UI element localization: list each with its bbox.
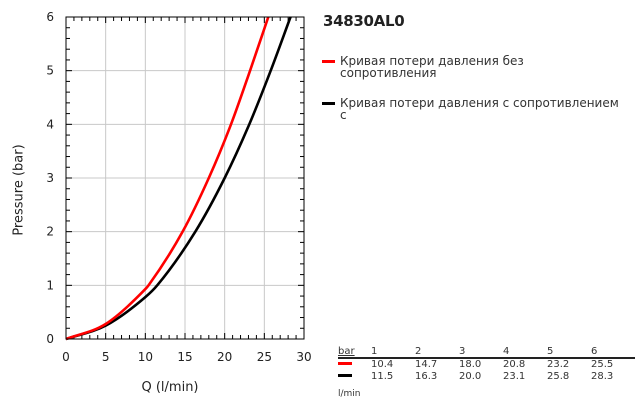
table-cell: 25.8 (547, 371, 570, 382)
table-row: 10.4 14.7 18.0 20.8 23.2 25.5 (338, 358, 635, 371)
y-tick-label: 6 (46, 10, 54, 24)
legend-label-with-resistance: Кривая потери давления с сопротивлением … (340, 96, 619, 122)
legend-item-with-resistance: Кривая потери давления с сопротивлением … (322, 97, 622, 121)
chart-ticks: 0 5 10 15 20 25 30 0 1 2 3 4 5 6 (46, 10, 311, 364)
table-cell: 16.3 (415, 371, 438, 382)
table-cell: 20.8 (503, 359, 526, 370)
x-tick-label: 30 (296, 350, 311, 364)
series-line-no-resistance (65, 16, 270, 341)
y-tick-label: 0 (46, 332, 54, 346)
y-tick-label: 2 (46, 225, 54, 239)
table-row: 11.5 16.3 20.0 23.1 25.8 28.3 (338, 371, 635, 383)
table-cell: 28.3 (591, 371, 614, 382)
table-cell: 20.0 (459, 371, 482, 382)
chart-series (65, 16, 292, 341)
legend-swatch-red (322, 60, 335, 63)
table-col-header: 2 (415, 346, 459, 359)
table-col-header: 5 (547, 346, 591, 359)
legend: Кривая потери давления без сопротивления… (322, 55, 622, 139)
y-tick-label: 3 (46, 171, 54, 185)
plot-frame (65, 16, 305, 340)
x-tick-label: 20 (217, 350, 232, 364)
chart-grid (66, 17, 304, 339)
x-tick-label: 0 (62, 350, 70, 364)
table-header-row: bar 1 2 3 4 5 6 (338, 346, 635, 359)
x-axis-label: Q (l/min) (141, 380, 199, 395)
legend-swatch-black (322, 102, 335, 105)
y-tick-label: 5 (46, 64, 54, 78)
table-col-header: 1 (371, 346, 415, 359)
table-cell: 10.4 (371, 359, 394, 370)
y-tick-label: 4 (46, 117, 54, 131)
table-cell: 11.5 (371, 371, 394, 382)
table-col-header: 3 (459, 346, 503, 359)
table-swatch-red (338, 361, 352, 365)
y-axis-label: Pressure (bar) (11, 144, 27, 236)
table-cell: 23.1 (503, 371, 526, 382)
x-tick-label: 15 (177, 350, 192, 364)
table-col-header: 6 (591, 346, 635, 359)
table-unit-label: l/min (338, 389, 361, 399)
table-row-swatch-cell (338, 371, 371, 383)
table-cell: 25.5 (591, 359, 614, 370)
table-swatch-black (338, 373, 352, 377)
table-col-header: 4 (503, 346, 547, 359)
x-tick-label: 5 (102, 350, 110, 364)
table-header-unit: bar (338, 346, 371, 359)
y-tick-label: 1 (46, 278, 54, 292)
table-cell: 23.2 (547, 359, 570, 370)
table-row-swatch-cell (338, 358, 371, 371)
legend-item-no-resistance: Кривая потери давления без сопротивления (322, 55, 622, 79)
x-tick-label: 10 (138, 350, 153, 364)
legend-label-no-resistance: Кривая потери давления без сопротивления (340, 54, 524, 80)
series-line-with-resistance (65, 16, 292, 341)
flow-table: bar 1 2 3 4 5 6 10.4 14.7 18.0 20.8 23.2… (338, 346, 635, 383)
table-cell: 18.0 (459, 359, 482, 370)
table-cell: 14.7 (415, 359, 438, 370)
chart-title: 34830AL0 (323, 12, 405, 30)
x-tick-label: 25 (257, 350, 272, 364)
